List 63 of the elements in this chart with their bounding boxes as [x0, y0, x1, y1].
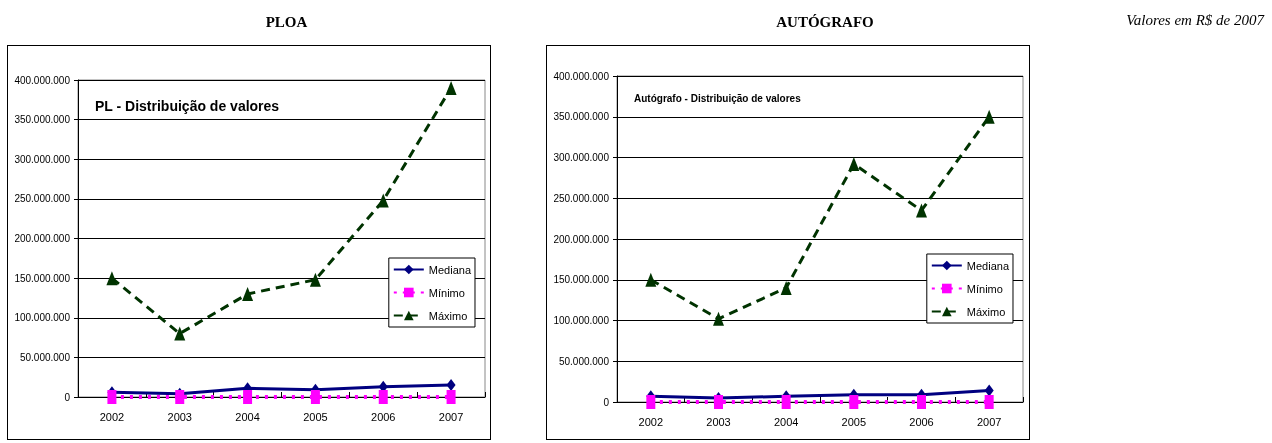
x-tick-label: 2003 — [167, 410, 192, 423]
point — [446, 390, 456, 404]
legend-label: Mínimo — [428, 286, 465, 299]
y-tick-label: 200.000.000 — [14, 233, 71, 244]
x-tick-label: 2002 — [99, 410, 125, 423]
x-tick-label: 2005 — [303, 410, 328, 423]
chart-title: AUTÓGRAFO — [776, 13, 874, 30]
y-tick-label: 200.000.000 — [553, 233, 610, 245]
y-tick-label: 400.000.000 — [14, 74, 71, 86]
y-tick-label: 250.000.000 — [553, 192, 610, 204]
point — [174, 326, 186, 341]
x-tick-label: 2006 — [909, 415, 934, 428]
text: PL - Distribuição de valores — [95, 98, 280, 114]
y-tick-label: 300.000.000 — [553, 152, 610, 163]
x-tick-label: 2006 — [371, 410, 396, 423]
point — [106, 271, 118, 286]
legend-label: Máximo — [966, 305, 1006, 318]
x-tick-label: 2004 — [773, 415, 799, 428]
chart-title: PLOA — [265, 13, 308, 30]
y-tick-label: 50.000.000 — [558, 355, 610, 367]
point — [646, 395, 656, 409]
y-tick-label: 0 — [603, 396, 610, 408]
point — [983, 109, 995, 124]
legend-label: Mediana — [966, 259, 1010, 272]
y-tick-label: 300.000.000 — [14, 153, 71, 165]
point — [713, 311, 724, 326]
y-tick-label: 0 — [64, 391, 71, 403]
point — [377, 193, 389, 208]
x-tick-label: 2005 — [841, 415, 867, 428]
point — [645, 272, 657, 287]
point — [378, 390, 388, 404]
point — [310, 390, 320, 404]
x-tick-label: 2007 — [438, 410, 464, 423]
text: Valores em R$ de 2007 — [1126, 11, 1266, 28]
legend-label: Mediana — [428, 263, 472, 276]
x-tick-label: 2007 — [976, 415, 1002, 428]
legend-label: Máximo — [428, 309, 468, 322]
y-tick-label: 50.000.000 — [19, 351, 71, 363]
y-tick-label: 350.000.000 — [553, 111, 610, 123]
x-tick-label: 2002 — [638, 415, 664, 428]
point — [848, 157, 860, 172]
point — [780, 280, 792, 295]
point — [243, 390, 253, 404]
y-tick-label: 100.000.000 — [14, 312, 71, 324]
x-tick-label: 2003 — [706, 415, 731, 428]
point — [984, 395, 994, 409]
y-tick-label: 150.000.000 — [553, 274, 610, 286]
point — [781, 395, 791, 409]
point — [916, 203, 927, 218]
point — [175, 390, 185, 404]
y-tick-label: 100.000.000 — [553, 315, 610, 326]
x-tick-label: 2004 — [235, 410, 260, 423]
y-tick-label: 150.000.000 — [14, 272, 71, 284]
y-tick-label: 400.000.000 — [553, 70, 610, 82]
point — [445, 80, 457, 95]
y-tick-label: 350.000.000 — [14, 114, 71, 126]
y-tick-label: 250.000.000 — [14, 193, 71, 205]
point — [107, 390, 117, 404]
legend-label: Mínimo — [966, 282, 1003, 295]
text: Autógrafo - Distribuição de valores — [634, 92, 802, 104]
point — [242, 286, 254, 301]
point — [309, 272, 321, 287]
point — [849, 395, 859, 409]
